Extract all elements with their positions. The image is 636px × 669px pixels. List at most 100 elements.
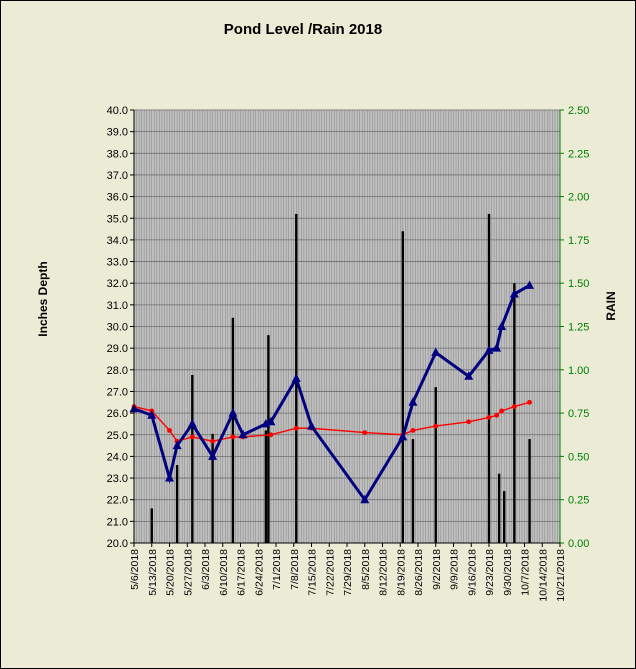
red-point: [486, 415, 492, 420]
x-tick-label: 9/16/2018: [466, 549, 478, 596]
rain-bar: [175, 465, 179, 543]
rain-bar: [497, 473, 501, 543]
rain-bar: [191, 374, 194, 543]
x-tick-label: 10/14/2018: [537, 549, 549, 602]
red-point: [410, 428, 416, 433]
y-axis-title: Inches Depth: [36, 261, 50, 336]
red-point: [362, 430, 368, 435]
x-tick-label: 8/12/2018: [378, 549, 390, 596]
rain-bar: [211, 433, 214, 543]
y-tick-label: 28.0: [107, 365, 128, 377]
x-tick-label: 6/17/2018: [236, 549, 248, 596]
y-tick-label: 21.0: [107, 516, 128, 528]
y-tick-label: 36.0: [107, 192, 128, 204]
pond-point: [228, 408, 238, 417]
pond-point: [464, 371, 474, 380]
pond-point: [208, 451, 218, 460]
x-tick-label: 9/30/2018: [502, 549, 514, 596]
red-point: [433, 423, 439, 429]
y-tick-label: 35.0: [107, 213, 128, 225]
x-tick-label: 7/1/2018: [271, 549, 283, 590]
y2-tick-label: 2.25: [568, 148, 589, 160]
y-tick-label: 34.0: [107, 235, 128, 247]
x-tick-label: 8/5/2018: [360, 549, 372, 590]
chart-title: Pond Level /Rain 2018: [223, 21, 383, 38]
y-tick-label: 38.0: [107, 148, 128, 160]
pond-point: [360, 494, 370, 504]
x-tick-label: 6/3/2018: [200, 549, 212, 590]
red-point: [293, 425, 299, 431]
x-tick-label: 6/24/2018: [253, 549, 265, 596]
pond-point: [509, 289, 519, 298]
red-point: [167, 428, 172, 433]
x-tick-label: 8/26/2018: [413, 549, 425, 596]
y-tick-label: 32.0: [107, 278, 128, 290]
y2-axis-title: RAIN: [604, 291, 618, 320]
rain-bar: [434, 387, 437, 543]
red-point: [511, 404, 517, 410]
rain-bar: [264, 430, 268, 543]
y-tick-label: 33.0: [107, 257, 128, 269]
y2-tick-label: 2.00: [568, 192, 589, 204]
red-point: [499, 408, 505, 414]
rain-bar: [528, 439, 531, 543]
pond-point: [408, 397, 418, 406]
x-tick-label: 10/7/2018: [520, 549, 532, 596]
rain-bar: [411, 439, 415, 543]
red-point: [494, 412, 500, 418]
pond-point: [484, 345, 494, 354]
y-tick-label: 40.0: [107, 105, 128, 117]
x-tick-label: 9/2/2018: [431, 549, 443, 590]
y2-tick-label: 1.00: [568, 365, 589, 377]
y-tick-label: 22.0: [107, 495, 128, 507]
rain-bar: [513, 283, 516, 543]
y2-tick-label: 1.50: [568, 278, 589, 290]
pond-point: [266, 416, 276, 426]
x-tick-label: 8/19/2018: [395, 549, 407, 596]
y-tick-label: 23.0: [107, 473, 128, 485]
rain-bar: [503, 491, 506, 543]
x-tick-label: 5/13/2018: [147, 549, 159, 596]
red-point: [210, 438, 216, 444]
pond-level-line: [133, 284, 531, 503]
y-tick-label: 30.0: [107, 322, 128, 334]
pond-point: [497, 321, 507, 330]
x-tick-label: 5/20/2018: [165, 549, 177, 596]
y-tick-label: 20.0: [107, 538, 128, 550]
y-tick-label: 25.0: [107, 430, 128, 442]
y2-tick-label: 0.00: [568, 538, 589, 550]
y-tick-label: 39.0: [107, 127, 128, 139]
x-tick-label: 7/15/2018: [307, 549, 319, 596]
pond-point: [492, 343, 502, 352]
pond-point: [431, 347, 441, 356]
x-tick-label: 5/27/2018: [182, 549, 194, 596]
y2-tick-label: 0.75: [568, 408, 589, 420]
red-point: [268, 432, 274, 438]
rain-bar: [231, 317, 235, 543]
rain-bar: [267, 335, 270, 543]
x-tick-label: 7/8/2018: [289, 549, 301, 590]
red-point: [527, 399, 532, 405]
pond-point: [525, 280, 535, 289]
red-point: [189, 434, 195, 440]
y2-tick-label: 1.75: [568, 235, 589, 247]
pond-point: [187, 418, 197, 428]
pond-point: [398, 431, 408, 441]
rain-bar: [150, 508, 153, 543]
x-tick-label: 9/9/2018: [449, 549, 461, 590]
red-point: [466, 419, 472, 425]
pond-point: [261, 418, 271, 428]
y-tick-label: 24.0: [107, 451, 128, 463]
pond-point: [172, 440, 182, 450]
pond-point: [238, 429, 248, 439]
y-tick-label: 26.0: [107, 408, 128, 420]
x-tick-label: 9/23/2018: [484, 549, 496, 596]
y2-tick-label: 0.25: [568, 495, 589, 507]
pond-point: [307, 421, 316, 430]
pond-point: [165, 473, 174, 482]
y-tick-label: 37.0: [107, 170, 128, 182]
rain-bar: [401, 231, 404, 544]
y2-tick-label: 1.25: [568, 322, 589, 334]
